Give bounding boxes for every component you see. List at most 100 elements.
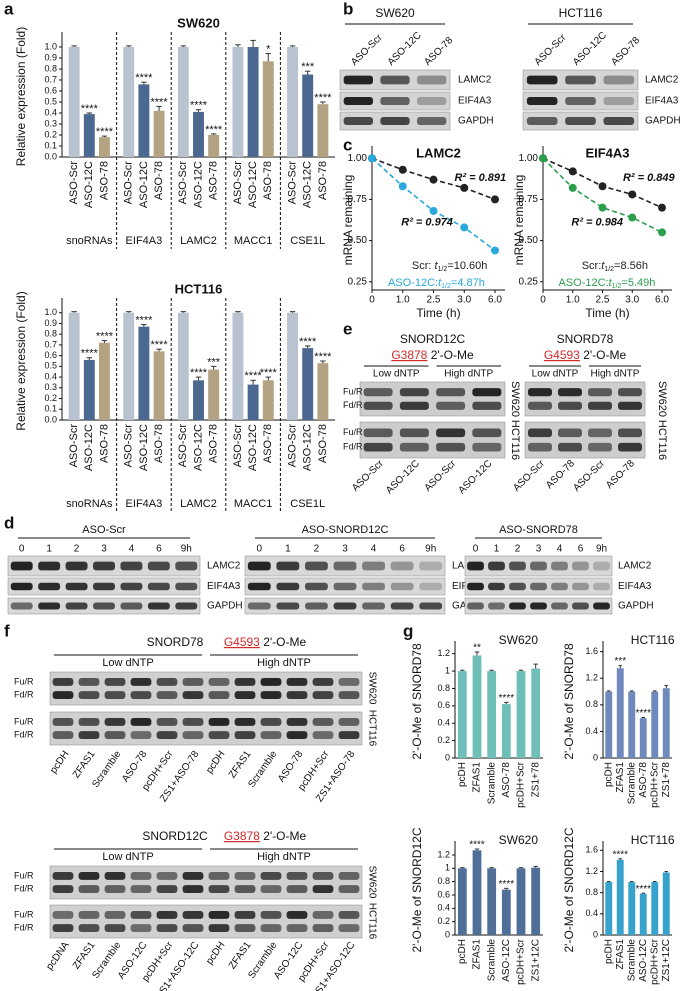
lane-label: pcDH	[204, 940, 227, 967]
point	[568, 167, 577, 176]
y-tick-label: 0.4	[44, 107, 57, 117]
y-tick-label: 0.1	[44, 140, 57, 150]
x-tick-label: ASO-Scr	[232, 161, 244, 205]
y-tick-label: 1	[445, 863, 450, 873]
half-life-prefix: ASO-12C:	[388, 277, 438, 289]
x-tick-label: ASO-78	[98, 424, 110, 463]
lane-label: ZFAS1	[227, 940, 254, 972]
band	[38, 602, 61, 610]
site: G3878	[391, 348, 427, 362]
band	[588, 401, 612, 410]
x-tick-label: pcDH	[603, 939, 614, 964]
band	[182, 677, 204, 686]
cell-line: HCT116	[559, 6, 603, 20]
significance: ****	[135, 72, 153, 84]
x-tick-label: ZS1+12C	[530, 939, 541, 982]
band	[276, 582, 300, 591]
band	[551, 561, 568, 571]
x-tick-label: ASO-Scr	[286, 161, 298, 205]
panel-label: c	[343, 135, 352, 154]
y-tick-label: 0.25	[519, 276, 539, 287]
x-tick-label: ASO-78	[262, 161, 274, 200]
condition: High dNTP	[257, 657, 311, 669]
y-tick-label: 0.4	[437, 718, 450, 728]
y-tick-label: 0.25	[348, 276, 368, 287]
point	[429, 206, 438, 215]
lane-label: pcDH	[48, 749, 71, 776]
lane-label: ASO-78	[604, 458, 637, 491]
bar	[472, 655, 482, 758]
modification: 2'-O-Me	[263, 829, 306, 843]
band	[234, 731, 256, 740]
y-tick-label: 0.8	[437, 683, 450, 693]
band	[156, 691, 178, 700]
band	[182, 910, 204, 919]
time-label: 3	[536, 544, 542, 555]
half-life-sub: 1/2	[604, 266, 614, 273]
time-label: 4	[371, 544, 377, 555]
x-tick-label: ASO-78	[153, 161, 165, 200]
y-tick-label: 0.4	[585, 908, 598, 918]
group-label: EIF4A3	[126, 235, 163, 247]
band	[52, 717, 74, 726]
x-tick-label: pcDH	[603, 762, 614, 787]
point	[598, 182, 607, 191]
lane-label: ASO-12C	[456, 458, 494, 496]
band	[436, 401, 466, 410]
band	[338, 691, 360, 700]
half-life: Scr: t1/2=10.60h	[412, 260, 488, 273]
cell-line: HCT116	[509, 420, 521, 460]
bar	[287, 312, 298, 420]
band	[509, 602, 526, 610]
r-squared: R² = 0.891	[454, 172, 506, 184]
y-tick-label: 0.75	[519, 194, 539, 205]
band	[260, 871, 282, 880]
band	[208, 910, 230, 919]
x-tick-label: pcDH+Scr	[649, 761, 660, 808]
band	[286, 924, 308, 933]
point	[598, 203, 607, 212]
half-life-value: =8.56h	[614, 260, 648, 272]
bar	[232, 312, 244, 420]
bar	[247, 47, 259, 157]
row-label: LAMC2	[618, 561, 652, 572]
lane-label: ASO-Scr	[350, 458, 386, 494]
band	[333, 582, 357, 591]
time-label: 4	[129, 544, 135, 555]
band	[130, 691, 152, 700]
band	[182, 691, 204, 700]
y-tick-label: 0.0	[44, 151, 57, 161]
half-life-symbol: t	[435, 260, 439, 272]
bar	[123, 312, 135, 420]
y-tick-label: 0.5	[44, 96, 57, 106]
panel-label: g	[403, 621, 413, 640]
band	[147, 582, 170, 591]
band	[52, 691, 74, 700]
y-tick-label: 0.7	[44, 74, 57, 84]
band	[312, 924, 334, 933]
bar	[516, 671, 526, 758]
x-tick-label: 0	[369, 295, 375, 306]
band	[488, 582, 505, 591]
x-tick-label: ASO-78	[501, 762, 512, 798]
band	[588, 428, 612, 438]
significance: ****	[499, 879, 515, 890]
blot	[49, 904, 363, 939]
significance: ****	[151, 339, 169, 351]
y-tick-label: 0.50	[348, 235, 368, 246]
cell-line: HCT116	[366, 903, 377, 940]
x-tick-label: ASO-Scr	[68, 424, 80, 468]
x-tick-label: 6.0	[488, 295, 502, 306]
band	[130, 910, 152, 919]
time-label: 6	[578, 544, 584, 555]
condition: Low dNTP	[373, 369, 420, 380]
band	[472, 442, 502, 452]
significance: ****	[96, 331, 114, 343]
line	[542, 157, 663, 234]
band	[156, 717, 178, 726]
primer-label: Fu/R	[14, 870, 34, 880]
y-axis-label: 2'-O-Me of SNORD12C	[562, 827, 576, 952]
band	[558, 428, 582, 438]
band	[380, 117, 410, 125]
bar	[153, 351, 165, 420]
